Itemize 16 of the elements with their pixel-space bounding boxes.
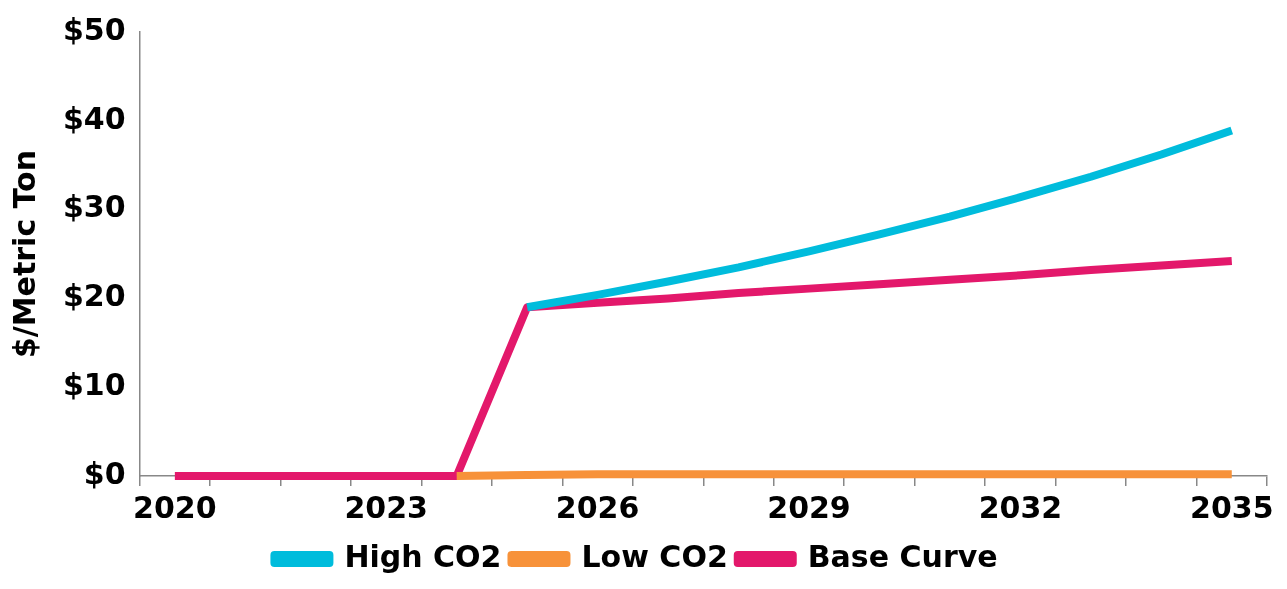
- y-tick-label: $40: [63, 100, 126, 136]
- x-tick-label: 2023: [344, 489, 428, 525]
- y-tick-label: $0: [83, 455, 126, 491]
- y-tick-label: $50: [63, 11, 126, 47]
- x-tick-label: 2026: [555, 489, 640, 525]
- legend-label: Low CO2: [581, 538, 728, 574]
- x-tick-label: 2035: [1190, 489, 1274, 525]
- x-tick-label: 2020: [133, 489, 217, 525]
- y-axis-title: $/Metric Ton: [6, 149, 42, 359]
- y-tick-label: $10: [63, 367, 126, 402]
- y-tick-label: $30: [63, 189, 126, 225]
- legend-label: High CO2: [344, 538, 502, 574]
- y-tick-label: $20: [63, 278, 126, 314]
- legend-label: Base Curve: [807, 538, 998, 574]
- x-tick-label: 2029: [767, 489, 851, 525]
- x-tick-label: 2032: [978, 489, 1063, 525]
